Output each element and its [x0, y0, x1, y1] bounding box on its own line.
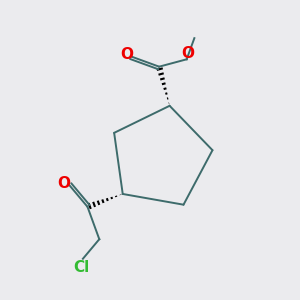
Text: O: O — [181, 46, 194, 62]
Text: O: O — [120, 46, 133, 62]
Text: Cl: Cl — [73, 260, 89, 274]
Text: O: O — [57, 176, 70, 191]
